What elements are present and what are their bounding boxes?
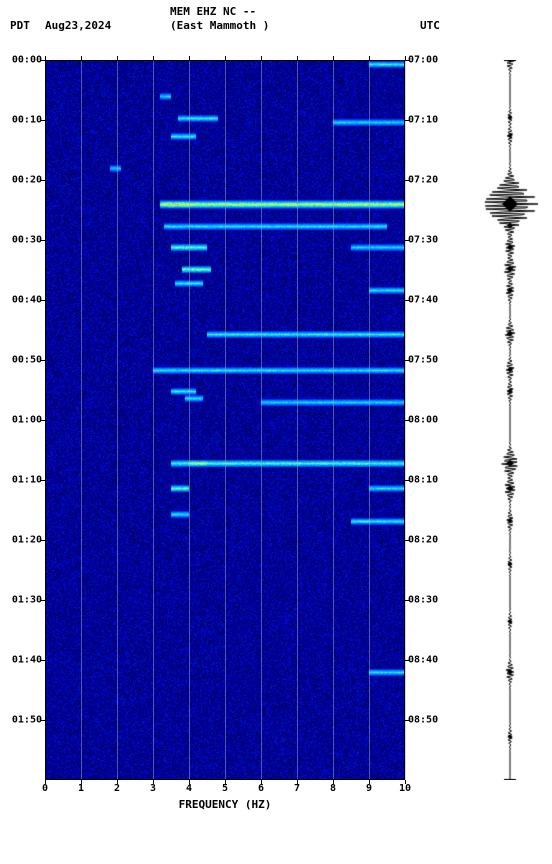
spectrogram-plot: 00:0000:1000:2000:3000:4000:5001:0001:10… xyxy=(45,60,405,780)
y-tick-right: 07:50 xyxy=(405,355,438,366)
y-tick-right: 07:20 xyxy=(405,175,438,186)
x-tick: 0 xyxy=(42,780,48,794)
seismogram-column xyxy=(480,60,540,780)
y-tick-right: 08:50 xyxy=(405,715,438,726)
x-tick: 6 xyxy=(258,780,264,794)
y-tick-right: 08:40 xyxy=(405,654,438,665)
x-tick: 2 xyxy=(114,780,120,794)
timezone-right: UTC xyxy=(420,19,440,32)
y-tick-right: 08:30 xyxy=(405,595,438,606)
x-tick: 8 xyxy=(330,780,336,794)
y-tick-right: 08:00 xyxy=(405,415,438,426)
y-tick-right: 07:40 xyxy=(405,294,438,305)
x-tick: 1 xyxy=(78,780,84,794)
y-tick-right: 07:10 xyxy=(405,114,438,125)
seismogram-canvas xyxy=(480,60,540,780)
y-tick-right: 08:20 xyxy=(405,535,438,546)
y-tick-right: 07:30 xyxy=(405,235,438,246)
timezone-left: PDT xyxy=(10,19,30,32)
station-desc: (East Mammoth ) xyxy=(170,19,269,32)
x-axis-label: FREQUENCY (HZ) xyxy=(179,798,272,811)
y-tick-right: 08:10 xyxy=(405,474,438,485)
date-label: Aug23,2024 xyxy=(45,19,111,32)
x-tick: 4 xyxy=(186,780,192,794)
x-tick: 5 xyxy=(222,780,228,794)
x-tick: 7 xyxy=(294,780,300,794)
x-tick: 9 xyxy=(366,780,372,794)
x-tick: 3 xyxy=(150,780,156,794)
x-tick: 10 xyxy=(399,780,411,794)
y-tick-right: 07:00 xyxy=(405,55,438,66)
station-id: MEM EHZ NC -- xyxy=(170,5,256,18)
